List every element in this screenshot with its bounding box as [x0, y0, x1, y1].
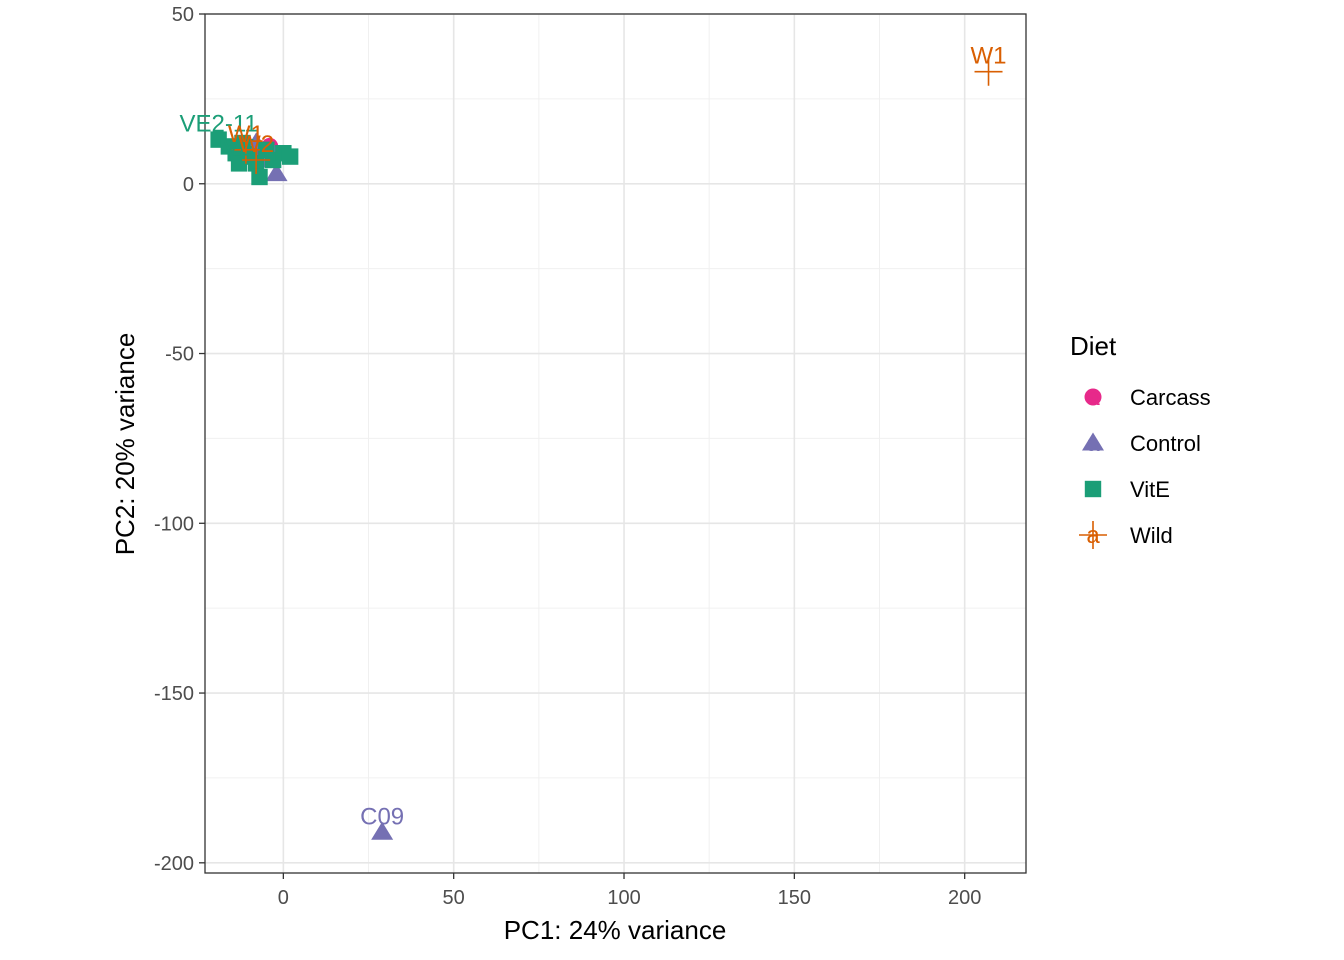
grid	[205, 13, 1026, 873]
wild-point	[231, 135, 260, 164]
wild-point-label: W1	[228, 121, 264, 148]
wild-point-label: W2	[238, 131, 274, 158]
x-axis-title: PC1: 24% variance	[504, 915, 727, 945]
plot-panel-border	[204, 13, 1027, 874]
control-point	[265, 163, 288, 182]
x-tick-label: 0	[278, 887, 289, 909]
y-tick-label: 50	[172, 4, 194, 26]
y-tick-label: -200	[154, 853, 194, 875]
legend-label-vite: VitE	[1130, 477, 1170, 502]
y-tick-label: -50	[165, 344, 194, 366]
wild-point	[242, 145, 271, 174]
legend-label-carcass: Carcass	[1130, 385, 1211, 410]
legend-key-vite	[1084, 480, 1102, 498]
legend-label-control: Control	[1130, 431, 1201, 456]
legend-glyph-wild: a	[1086, 522, 1100, 549]
y-tick-label: -150	[154, 683, 194, 705]
wild-point	[974, 57, 1003, 86]
vite-point	[251, 168, 268, 186]
control-point-label: C09	[360, 803, 404, 830]
data-points	[210, 57, 1003, 840]
vite-point-label: VE	[223, 134, 255, 161]
legend-glyph-control: a	[1086, 430, 1100, 457]
legend-glyph-carcass: a	[1086, 384, 1100, 411]
x-tick-label: 100	[607, 887, 640, 909]
y-tick-label: 0	[183, 174, 194, 196]
legend: Diet a Carcass a Control a VitE a Wild	[1070, 331, 1211, 549]
legend-glyph-vite: a	[1086, 476, 1100, 503]
y-axis-title: PC2: 20% variance	[110, 333, 140, 556]
wild-point-label: W1	[971, 43, 1007, 70]
legend-key-control	[1082, 432, 1104, 451]
x-tick-label: 200	[948, 887, 981, 909]
legend-key-wild	[1079, 521, 1107, 549]
axis-ticks: 0 50 100 150 200 50 0 -50 -100 -150 -200	[154, 4, 981, 909]
legend-title: Diet	[1070, 331, 1117, 361]
vite-point-label: VE2-11	[179, 111, 257, 138]
control-point	[371, 821, 394, 840]
x-tick-label: 50	[443, 887, 465, 909]
x-tick-label: 150	[778, 887, 811, 909]
vite-point	[281, 148, 299, 165]
legend-key-carcass	[1084, 388, 1102, 406]
y-tick-label: -100	[154, 513, 194, 535]
legend-label-wild: Wild	[1130, 523, 1173, 548]
